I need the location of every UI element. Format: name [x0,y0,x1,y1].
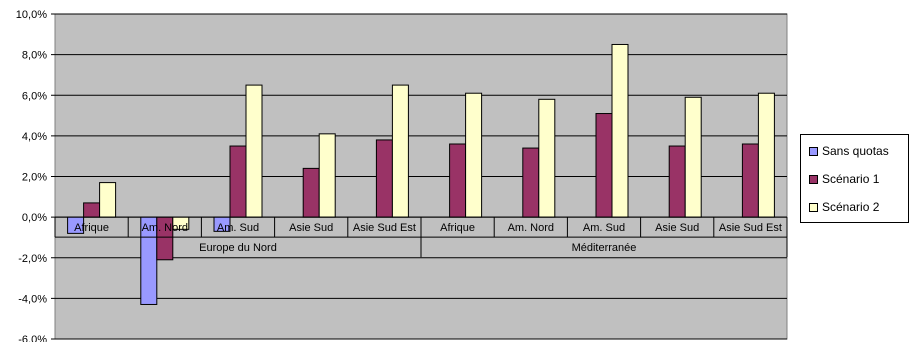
category-label: Afrique [440,222,475,234]
legend-label: Scénario 2 [822,200,880,214]
category-label: Am. Sud [217,222,259,234]
bar [465,92,483,218]
category-label: Asie Sud Est [353,222,416,234]
bar [595,113,613,218]
bar [83,202,101,218]
bar [611,43,629,218]
bar [245,84,263,218]
category-label: Am. Nord [508,222,554,234]
bar [375,139,393,218]
bar [757,92,775,218]
y-tick-label: 2,0% [22,172,47,184]
bar [668,145,686,218]
bar [391,84,409,218]
bar [318,133,336,218]
group-label: Méditerranée [572,242,637,254]
y-axis-ticks: 10,0% 8,0% 6,0% 4,0% 2,0% 0,0% -2,0% -4,0% -6,0% [16,9,47,342]
group-label: Europe du Nord [199,242,277,254]
legend-swatch [809,146,818,156]
legend-item-scenario-2: Scénario 2 [809,200,879,214]
y-tick-label: 4,0% [22,131,47,143]
category-labels: Afrique Am. Nord Am. Sud Asie Sud Asie Sud E… [54,216,788,238]
y-tick-label: 6,0% [22,90,47,102]
bar [522,147,540,218]
bar [449,143,467,218]
y-tick-label: -4,0% [18,293,47,305]
bar [741,143,759,218]
bar [229,145,247,218]
category-label: Am. Nord [142,222,188,234]
bar [302,167,320,218]
legend-swatch [809,202,818,212]
legend-label: Sans quotas [822,144,889,158]
y-tick-label: 8,0% [22,50,47,62]
legend-item-scenario-1: Scénario 1 [809,172,879,186]
legend-item-sans-quotas: Sans quotas [809,144,889,158]
legend: Sans quotas Scénario 1 Scénario 2 [800,134,909,223]
y-tick-label: 0,0% [22,212,47,224]
bar [538,98,556,218]
category-label: Afrique [74,222,109,234]
bars [67,43,775,305]
group-labels: Europe du Nord Méditerranée [199,237,788,258]
legend-swatch [809,174,818,184]
y-tick-label: 10,0% [16,9,47,21]
bar [684,96,702,218]
category-label: Asie Sud [655,222,699,234]
y-tick-label: -6,0% [18,334,47,342]
category-label: Asie Sud Est [719,222,782,234]
y-tick-label: -2,0% [18,253,47,265]
legend-label: Scénario 1 [822,172,880,186]
category-label: Asie Sud [289,222,333,234]
bar [99,182,117,218]
category-label: Am. Sud [583,222,625,234]
